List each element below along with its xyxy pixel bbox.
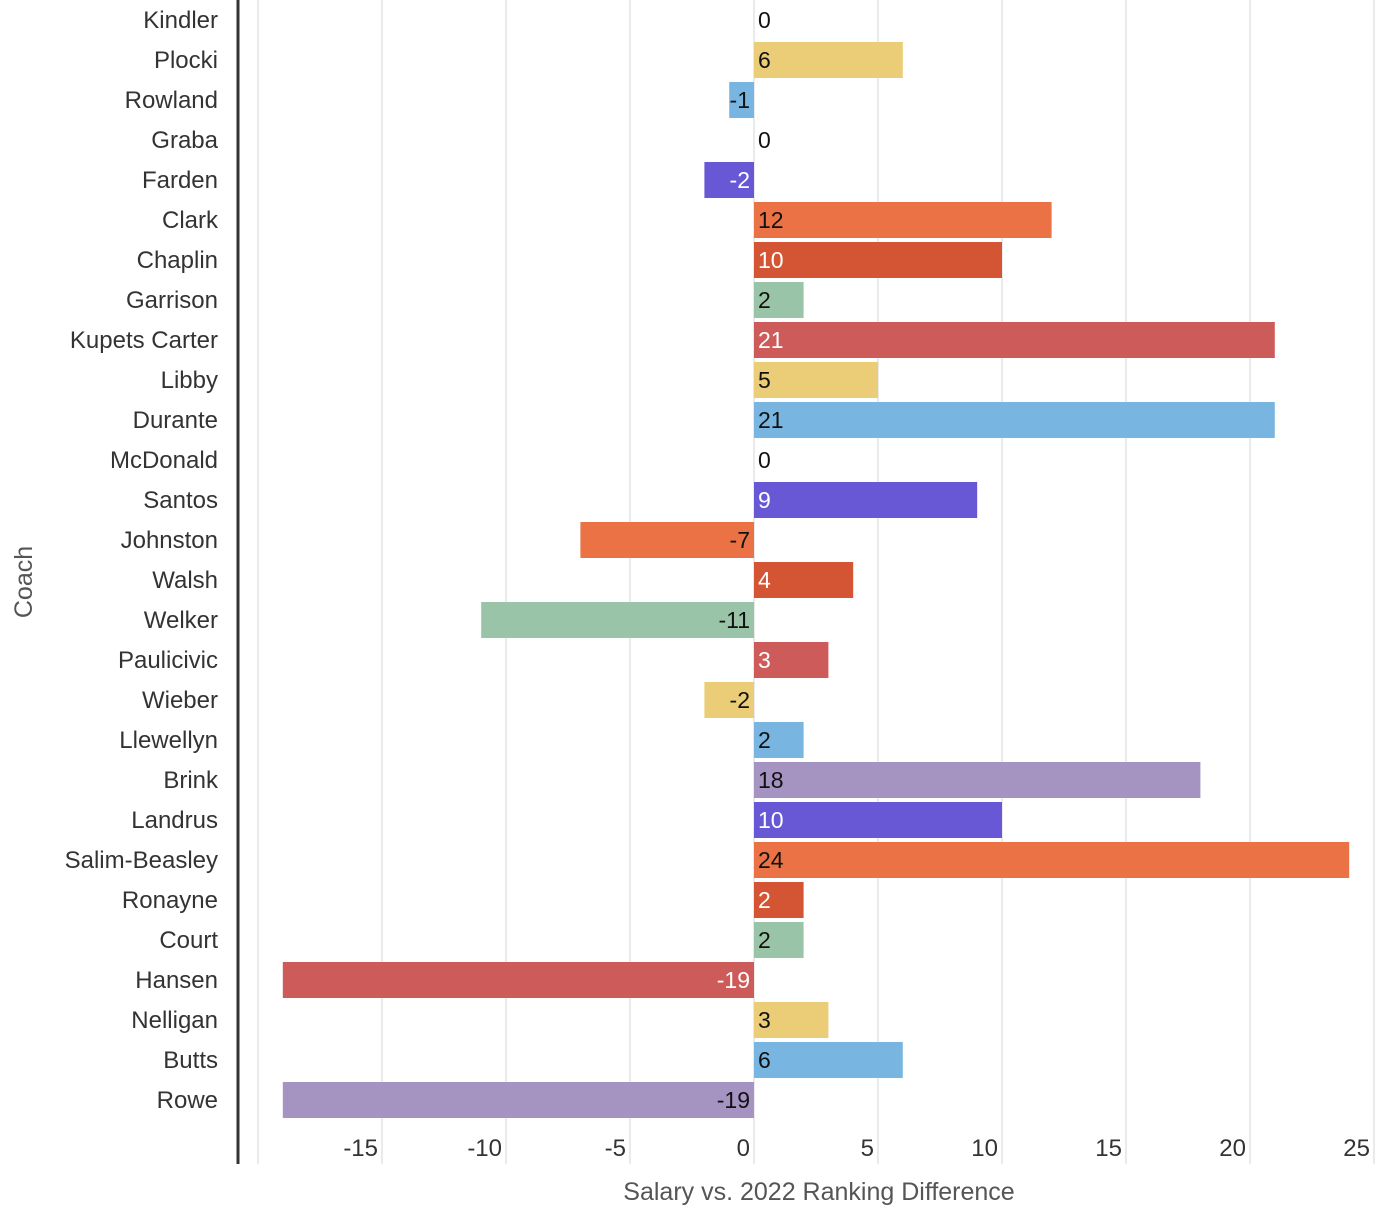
bar-value-label: 2 (758, 727, 771, 753)
bars (282, 42, 1350, 1118)
bar (704, 682, 754, 718)
bar-value-label: 0 (758, 447, 771, 473)
category-label: Libby (161, 367, 218, 394)
x-tick-label: 10 (971, 1135, 998, 1162)
category-label: Nelligan (131, 1007, 218, 1034)
bar (754, 1002, 829, 1038)
bar-value-label: 24 (758, 847, 784, 873)
category-label: Farden (142, 167, 218, 194)
bar (754, 642, 829, 678)
category-label: Durante (133, 407, 218, 434)
x-tick-label: -15 (343, 1135, 378, 1162)
category-label: Brink (163, 767, 219, 794)
bar-value-label: 3 (758, 1007, 771, 1033)
category-label: Kindler (143, 7, 218, 34)
category-label: Walsh (152, 567, 218, 594)
y-axis-title: Coach (10, 546, 38, 618)
bar-value-label: 2 (758, 887, 771, 913)
bar-value-label: 18 (758, 767, 784, 793)
bar (481, 602, 754, 638)
bar (754, 402, 1275, 438)
bar (282, 962, 754, 998)
category-label: Garrison (126, 287, 218, 314)
category-label: Salim-Beasley (65, 847, 218, 874)
bar (754, 882, 804, 918)
x-tick-label: 25 (1343, 1135, 1370, 1162)
bar (729, 82, 754, 118)
x-axis-title: Salary vs. 2022 Ranking Difference (623, 1178, 1014, 1206)
bar-value-label: -2 (730, 167, 750, 193)
category-label: Johnston (121, 527, 218, 554)
bar-value-label: 10 (758, 807, 784, 833)
bar (754, 362, 878, 398)
bar (754, 322, 1275, 358)
category-label: Court (159, 927, 218, 954)
bar (754, 1042, 903, 1078)
bar (754, 762, 1201, 798)
bar-value-label: 0 (758, 7, 771, 33)
category-label: Paulicivic (118, 647, 218, 674)
bar (754, 562, 854, 598)
bar-value-label: -1 (730, 87, 750, 113)
bar (754, 802, 1002, 838)
x-tick-label: 5 (861, 1135, 874, 1162)
bar (754, 282, 804, 318)
bar-value-label: 0 (758, 127, 771, 153)
bar-value-label: 21 (758, 327, 784, 353)
x-axis-tick-labels: -15 -10 -5 0 5 10 15 20 25 (343, 1135, 1370, 1162)
bar (754, 922, 804, 958)
category-label: Kupets Carter (70, 327, 218, 354)
bar-value-label: -2 (730, 687, 750, 713)
bar-value-label: -19 (717, 967, 750, 993)
bar-value-labels: 0 6 -1 0 -2 12 10 2 21 5 21 0 9 -7 4 -11 3 -2 2 18 10 24 2 2 -19… (717, 7, 784, 1113)
category-label: Llewellyn (119, 727, 218, 754)
bar (704, 162, 754, 198)
category-label: Chaplin (137, 247, 218, 274)
category-label: Welker (144, 607, 218, 634)
category-label: Landrus (131, 807, 218, 834)
category-label: Santos (143, 487, 218, 514)
bar-value-label: -19 (717, 1087, 750, 1113)
bar-value-label: 9 (758, 487, 771, 513)
category-label: Rowland (125, 87, 218, 114)
x-tick-label: 0 (737, 1135, 750, 1162)
bar (754, 242, 1002, 278)
category-label: Wieber (142, 687, 218, 714)
category-label: Rowe (157, 1087, 218, 1114)
bar-value-label: 6 (758, 1047, 771, 1073)
x-tick-label: -10 (467, 1135, 502, 1162)
bar-value-label: -11 (718, 607, 750, 633)
bar-value-label: 2 (758, 287, 771, 313)
y-axis-category-labels: Kindler Plocki Rowland Graba Farden Clark Chap… (65, 7, 219, 1114)
bar (282, 1082, 754, 1118)
category-label: Plocki (154, 47, 218, 74)
bar-value-label: 10 (758, 247, 784, 273)
category-label: McDonald (110, 447, 218, 474)
category-label: Graba (151, 127, 218, 154)
x-tick-label: 20 (1219, 1135, 1246, 1162)
bar (754, 842, 1350, 878)
bar-value-label: 3 (758, 647, 771, 673)
category-label: Clark (162, 207, 219, 234)
x-tick-label: 15 (1095, 1135, 1122, 1162)
bar-value-label: 2 (758, 927, 771, 953)
bar (754, 722, 804, 758)
category-label: Hansen (135, 967, 218, 994)
bar-value-label: 4 (758, 567, 771, 593)
x-tick-label: -5 (605, 1135, 626, 1162)
bar (754, 42, 903, 78)
bar (754, 202, 1052, 238)
bar-value-label: 21 (758, 407, 784, 433)
bar-value-label: 5 (758, 367, 771, 393)
category-label: Butts (163, 1047, 218, 1074)
bar-value-label: -7 (730, 527, 750, 553)
bar-value-label: 12 (758, 207, 784, 233)
category-label: Ronayne (122, 887, 218, 914)
bar (580, 522, 754, 558)
bar-value-label: 6 (758, 47, 771, 73)
bar (754, 482, 978, 518)
